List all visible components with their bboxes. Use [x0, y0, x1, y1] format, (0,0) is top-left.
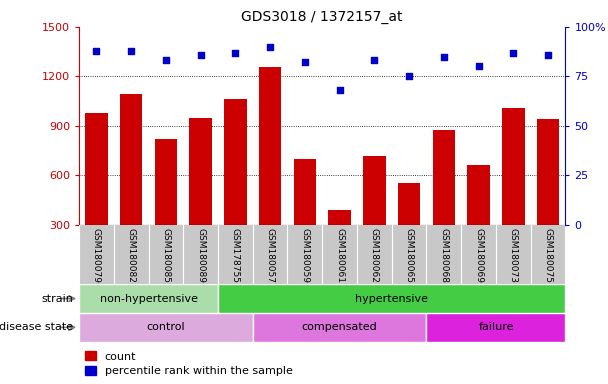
Text: hypertensive: hypertensive — [355, 293, 428, 304]
Point — [126, 48, 136, 54]
Bar — [294, 159, 316, 225]
Bar — [85, 113, 108, 225]
Text: GSM180068: GSM180068 — [440, 228, 448, 283]
Point — [439, 53, 449, 60]
Text: non-hypertensive: non-hypertensive — [100, 293, 198, 304]
Point — [161, 58, 171, 64]
Text: disease state: disease state — [0, 322, 73, 333]
Bar — [426, 313, 565, 342]
Point — [474, 63, 483, 70]
Text: failure: failure — [478, 322, 514, 333]
Bar — [502, 108, 525, 225]
Bar — [218, 284, 565, 313]
Bar — [259, 67, 282, 225]
Bar — [79, 284, 218, 313]
Point — [404, 73, 414, 79]
Text: GSM180069: GSM180069 — [474, 228, 483, 283]
Text: GSM180061: GSM180061 — [335, 228, 344, 283]
Point — [300, 60, 309, 66]
Text: GSM180082: GSM180082 — [126, 228, 136, 283]
Point — [335, 87, 345, 93]
Bar — [363, 156, 385, 225]
Text: strain: strain — [41, 293, 73, 304]
Bar — [120, 94, 142, 225]
Bar — [224, 99, 247, 225]
Bar — [432, 130, 455, 225]
Bar — [79, 313, 253, 342]
Text: GSM180075: GSM180075 — [544, 228, 553, 283]
Point — [196, 51, 206, 58]
Bar — [154, 139, 177, 225]
Text: GSM180062: GSM180062 — [370, 228, 379, 283]
Point — [508, 50, 518, 56]
Bar — [537, 119, 559, 225]
Bar — [189, 118, 212, 225]
Text: GSM180085: GSM180085 — [161, 228, 170, 283]
Title: GDS3018 / 1372157_at: GDS3018 / 1372157_at — [241, 10, 403, 25]
Bar — [398, 183, 420, 225]
Text: GSM180059: GSM180059 — [300, 228, 309, 283]
Point — [92, 48, 102, 54]
Bar — [328, 210, 351, 225]
Point — [230, 50, 240, 56]
Bar — [253, 313, 426, 342]
Text: GSM180057: GSM180057 — [266, 228, 275, 283]
Legend: count, percentile rank within the sample: count, percentile rank within the sample — [85, 351, 292, 376]
Point — [265, 44, 275, 50]
Point — [543, 51, 553, 58]
Text: compensated: compensated — [302, 322, 378, 333]
Text: GSM180073: GSM180073 — [509, 228, 518, 283]
Text: GSM180065: GSM180065 — [404, 228, 413, 283]
Text: GSM180089: GSM180089 — [196, 228, 205, 283]
Text: GSM180079: GSM180079 — [92, 228, 101, 283]
Point — [370, 58, 379, 64]
Text: GSM178755: GSM178755 — [231, 228, 240, 283]
Text: control: control — [147, 322, 185, 333]
Bar — [468, 166, 490, 225]
